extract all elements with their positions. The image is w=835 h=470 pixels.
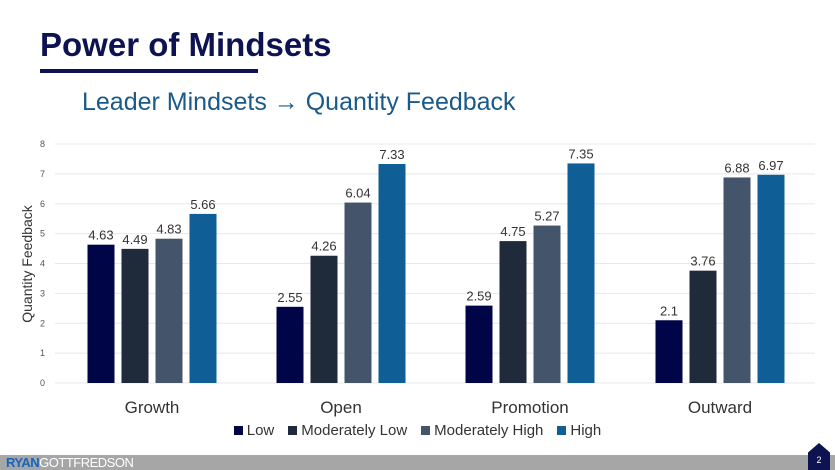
y-tick-label: 2 (40, 318, 45, 328)
data-label: 5.27 (534, 209, 559, 224)
data-label: 7.33 (379, 147, 404, 162)
data-label: 2.1 (660, 303, 678, 318)
bar-moderately-low (689, 270, 717, 383)
bar-low (87, 244, 115, 383)
brand-first: RYAN (6, 455, 40, 470)
data-label: 4.49 (122, 232, 147, 247)
y-axis-label: Quantity Feedback (19, 204, 35, 323)
y-tick-label: 6 (40, 199, 45, 209)
bar-high (378, 164, 406, 383)
data-label: 4.83 (156, 222, 181, 237)
y-tick-label: 4 (40, 259, 45, 269)
data-label: 2.55 (277, 290, 302, 305)
slide-subtitle: Leader Mindsets → Quantity Feedback (82, 88, 516, 116)
legend-item: Moderately High (421, 422, 543, 439)
bar-moderately-high (155, 238, 183, 383)
slide-title: Power of Mindsets (40, 26, 332, 63)
title-underline (40, 69, 258, 73)
y-tick-label: 3 (40, 288, 45, 298)
bar-high (757, 174, 785, 383)
bar-high (189, 213, 217, 383)
legend-swatch (288, 426, 298, 435)
bar-moderately-low (121, 248, 149, 383)
legend-label: Low (246, 422, 275, 439)
bar-moderately-high (344, 202, 372, 383)
x-tick-label: Promotion (491, 398, 568, 417)
y-tick-label: 8 (40, 139, 45, 149)
data-label: 7.35 (568, 146, 593, 161)
bar-moderately-low (310, 255, 338, 383)
legend-swatch (233, 426, 243, 435)
footer-bar: RYANGOTTFREDSON (0, 455, 835, 470)
data-label: 4.63 (88, 228, 113, 243)
data-label: 2.59 (466, 289, 491, 304)
legend-label: Moderately Low (301, 422, 408, 439)
legend-swatch (557, 426, 567, 435)
brand-last: GOTTFREDSON (39, 455, 134, 470)
x-tick-label: Outward (688, 398, 752, 417)
y-tick-label: 7 (40, 169, 45, 179)
legend-label: High (570, 422, 602, 439)
legend-item: High (557, 422, 601, 439)
chart-legend: Low Moderately Low Moderately High High (0, 422, 835, 439)
data-label: 3.76 (690, 254, 715, 269)
y-tick-label: 1 (40, 348, 45, 358)
brand-logo: RYANGOTTFREDSON (6, 455, 134, 470)
data-label: 6.88 (724, 160, 749, 175)
legend-label: Moderately High (434, 422, 544, 439)
page-number: 2 (808, 443, 830, 470)
legend-swatch (421, 426, 431, 435)
x-tick-label: Growth (125, 398, 180, 417)
data-label: 4.75 (500, 224, 525, 239)
data-label: 5.66 (190, 197, 215, 212)
bar-moderately-high (723, 177, 751, 383)
legend-item: Moderately Low (288, 422, 407, 439)
y-tick-label: 0 (40, 378, 45, 388)
bar-low (276, 306, 304, 383)
bar-moderately-low (499, 241, 527, 383)
data-label: 4.26 (311, 239, 336, 254)
legend-item: Low (233, 422, 275, 439)
x-tick-label: Open (320, 398, 362, 417)
bar-low (465, 305, 493, 383)
bar-chart: 0 1 2 3 4 5 6 7 8 Quantity Feedback Growth 4.63 4.49… (19, 139, 815, 417)
data-label: 6.04 (345, 186, 370, 201)
y-tick-label: 5 (40, 229, 45, 239)
bar-high (567, 163, 595, 383)
data-label: 6.97 (758, 158, 783, 173)
bar-moderately-high (533, 225, 561, 383)
bar-low (655, 320, 683, 383)
